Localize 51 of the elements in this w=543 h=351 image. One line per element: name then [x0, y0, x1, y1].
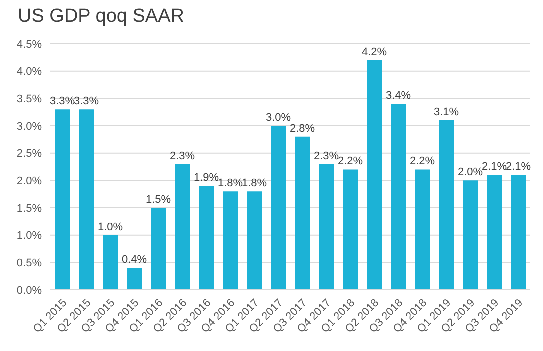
bar — [223, 192, 238, 290]
data-label: 3.4% — [386, 90, 412, 102]
bar — [103, 235, 118, 290]
bar — [439, 120, 454, 290]
y-tick-label: 1.0% — [16, 230, 42, 242]
data-label: 2.2% — [338, 156, 364, 168]
y-tick-label: 3.5% — [16, 94, 42, 106]
data-label: 2.3% — [170, 150, 196, 162]
data-label: 2.3% — [314, 150, 340, 162]
bar — [511, 175, 526, 290]
bar — [79, 110, 94, 290]
data-label: 2.2% — [410, 156, 436, 168]
data-label: 2.1% — [506, 161, 532, 174]
y-tick-label: 0.0% — [16, 284, 42, 297]
bar — [151, 208, 166, 290]
y-tick-label: 0.5% — [16, 258, 42, 270]
data-label: 1.0% — [98, 221, 124, 234]
bar — [127, 268, 142, 290]
bar — [367, 60, 382, 290]
bar — [295, 136, 310, 290]
data-label: 2.0% — [458, 166, 484, 179]
data-label: 3.3% — [50, 96, 76, 108]
y-tick-label: 2.0% — [16, 176, 42, 188]
bar — [175, 164, 190, 290]
data-label: 3.1% — [434, 106, 460, 119]
bar — [271, 126, 286, 290]
bar — [343, 170, 358, 290]
bar — [463, 180, 478, 290]
y-tick-label: 4.5% — [16, 38, 42, 51]
bar — [391, 104, 406, 290]
data-label: 2.8% — [290, 122, 316, 135]
bar — [415, 170, 430, 290]
data-label: 3.3% — [74, 96, 100, 108]
bar — [487, 175, 502, 290]
data-label: 1.9% — [194, 172, 220, 184]
data-label: 3.0% — [266, 112, 292, 124]
bar — [199, 186, 214, 290]
data-label: 1.8% — [218, 178, 244, 190]
y-tick-label: 3.0% — [16, 120, 42, 133]
data-label: 4.2% — [362, 46, 388, 58]
data-label: 1.8% — [242, 178, 268, 190]
bar — [247, 192, 262, 290]
bar — [55, 110, 70, 290]
data-label: 0.4% — [122, 254, 148, 266]
y-tick-label: 2.5% — [16, 148, 42, 160]
data-label: 1.5% — [146, 194, 172, 206]
data-label: 2.1% — [482, 161, 508, 174]
chart-title: US GDP qoq SAAR — [18, 6, 185, 28]
bar — [319, 164, 334, 290]
y-tick-label: 4.0% — [16, 66, 42, 78]
y-tick-label: 1.5% — [16, 202, 42, 215]
